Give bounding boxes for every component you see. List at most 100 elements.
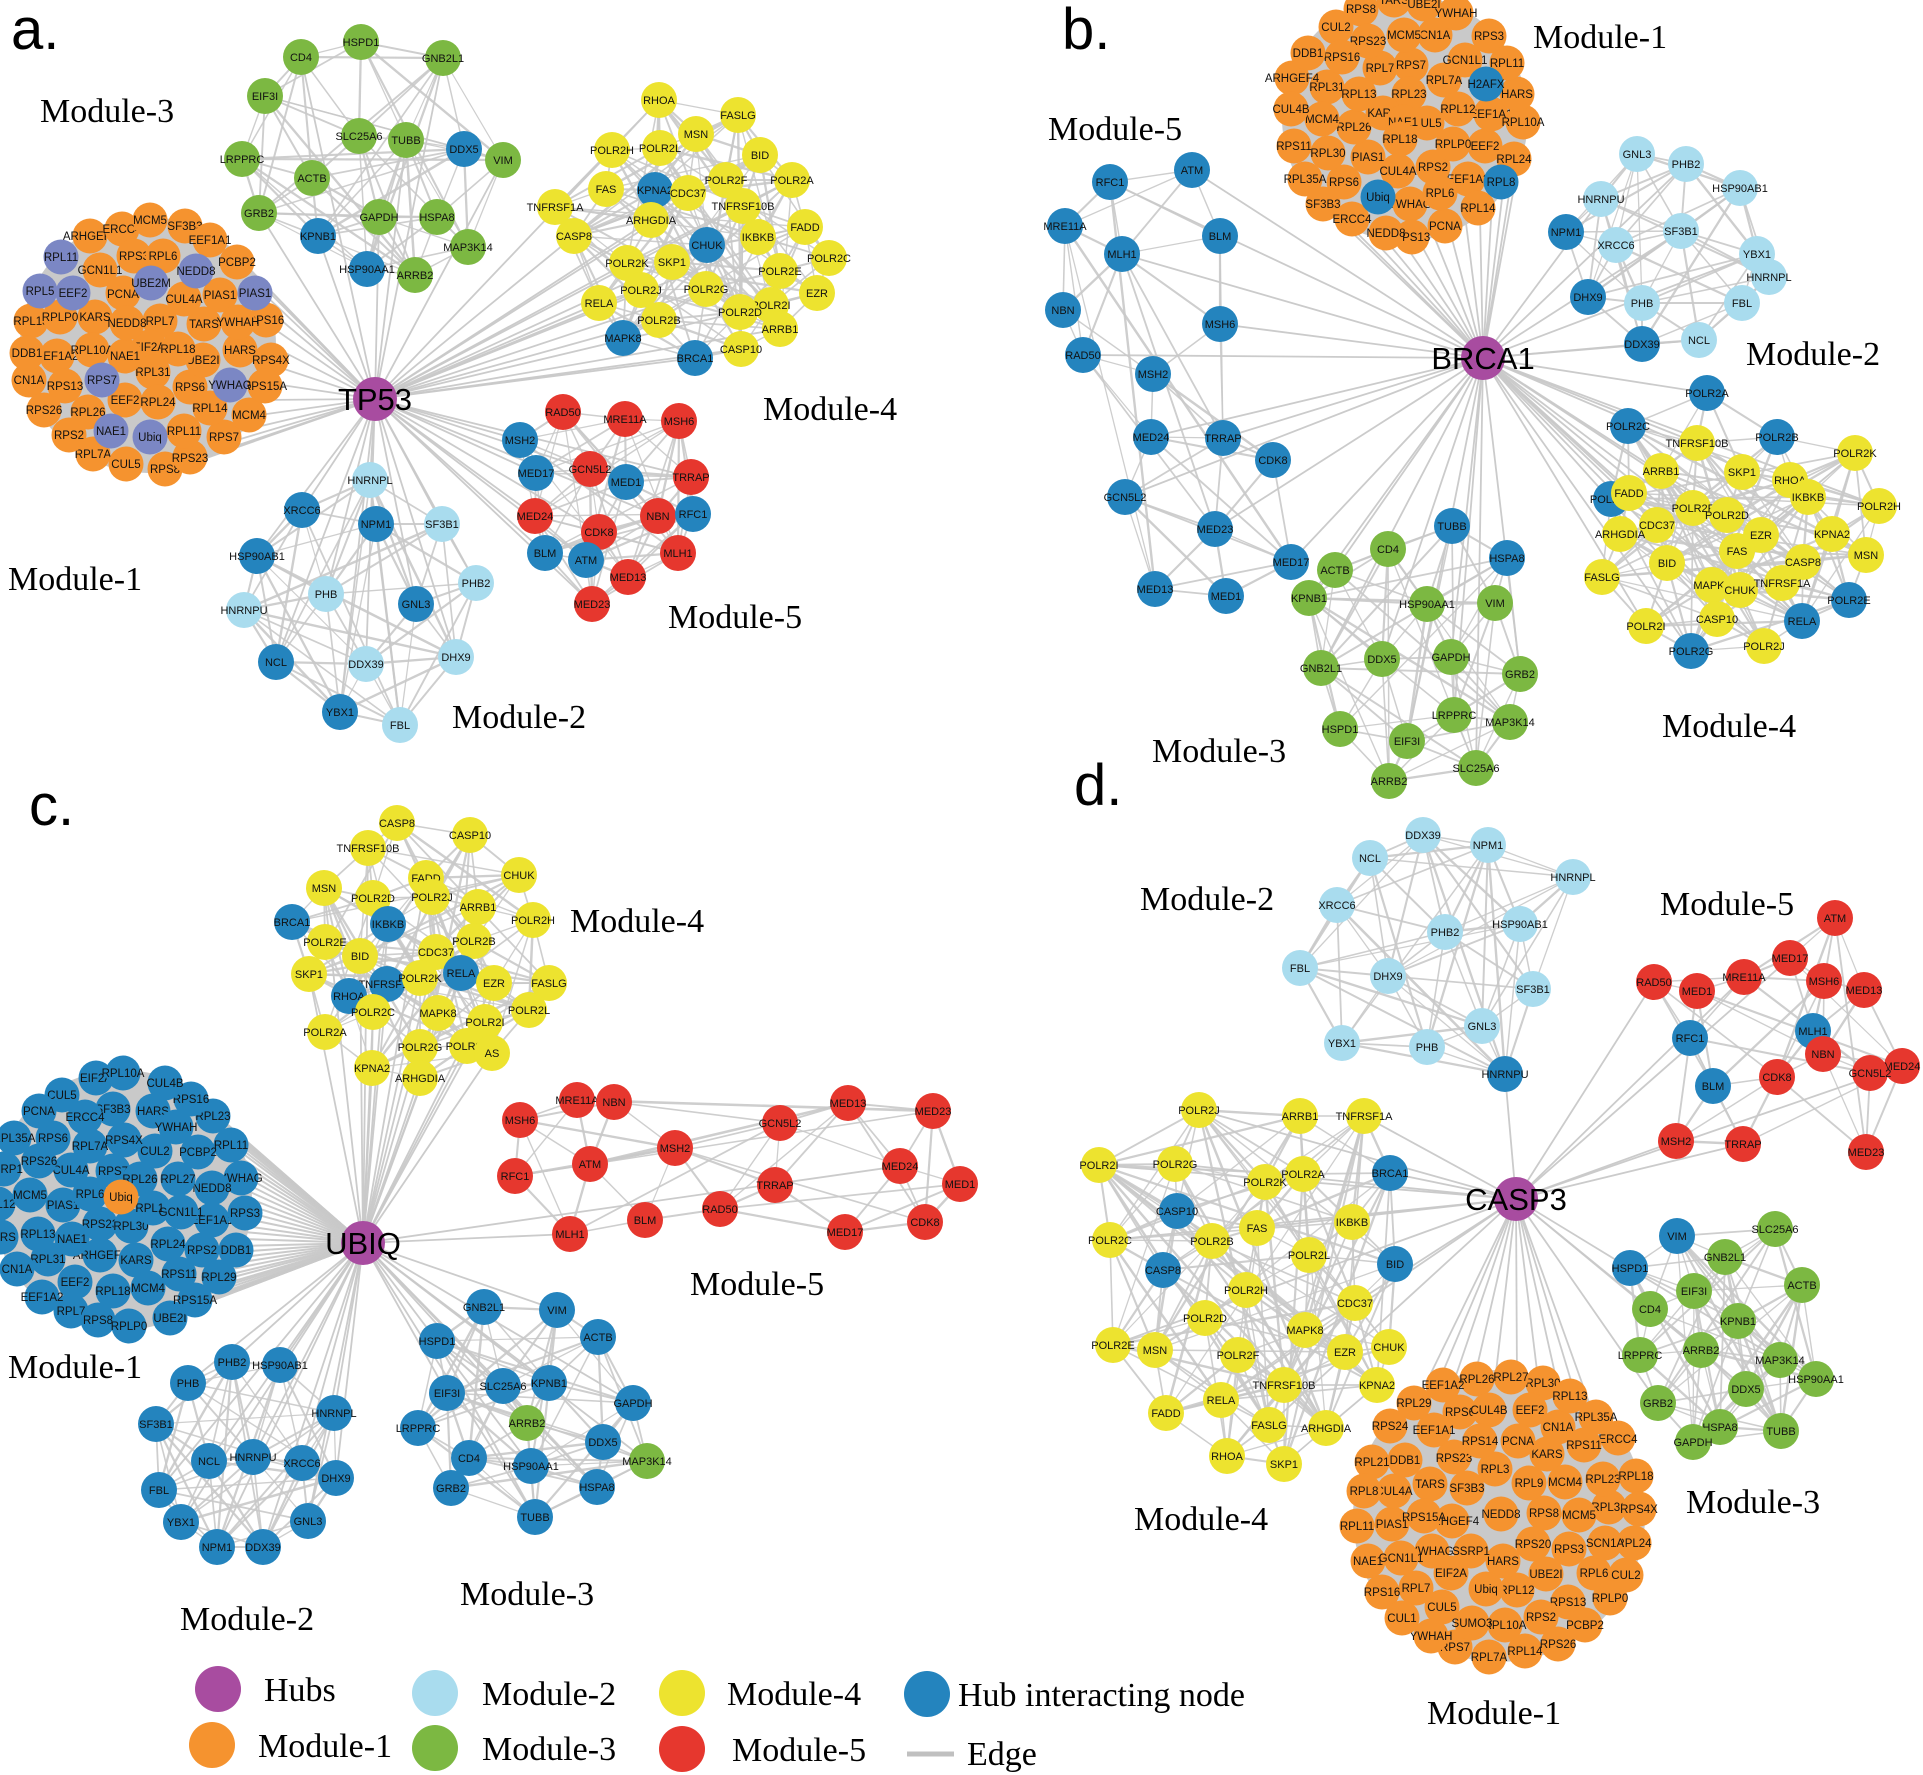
svg-text:CHUK: CHUK — [503, 870, 535, 882]
svg-text:POLR2A: POLR2A — [1685, 388, 1729, 400]
svg-text:Module-2: Module-2 — [1746, 336, 1880, 373]
svg-text:CN1A: CN1A — [14, 375, 45, 387]
svg-text:ACTB: ACTB — [297, 173, 326, 185]
svg-text:RPL6: RPL6 — [76, 1189, 105, 1201]
svg-text:EZR: EZR — [1334, 1347, 1356, 1359]
svg-text:RPL14: RPL14 — [192, 403, 228, 415]
svg-text:CHUK: CHUK — [1373, 1342, 1405, 1354]
svg-text:EEF1A2: EEF1A2 — [21, 1292, 64, 1304]
svg-text:RPL13: RPL13 — [20, 1229, 55, 1241]
svg-text:NPM1: NPM1 — [202, 1542, 233, 1554]
svg-text:POLR2A: POLR2A — [770, 175, 814, 187]
svg-text:RPL12: RPL12 — [1499, 1585, 1534, 1597]
svg-text:POLR2D: POLR2D — [718, 307, 762, 319]
svg-text:RELA: RELA — [585, 298, 614, 310]
svg-text:RPL23: RPL23 — [195, 1111, 230, 1123]
svg-text:NEDD8: NEDD8 — [1482, 1509, 1521, 1521]
svg-text:RPL7: RPL7 — [1366, 63, 1395, 75]
svg-text:RPL14: RPL14 — [1507, 1646, 1543, 1658]
svg-text:TNFRSF1A: TNFRSF1A — [1336, 1111, 1394, 1123]
svg-text:Module-1: Module-1 — [8, 561, 142, 598]
svg-text:EEF1A1: EEF1A1 — [189, 235, 232, 247]
svg-text:MSN: MSN — [1143, 1345, 1168, 1357]
svg-text:BRCA1: BRCA1 — [1372, 1168, 1409, 1180]
svg-text:HSPA8: HSPA8 — [1702, 1422, 1737, 1434]
svg-text:MRE11A: MRE11A — [1043, 221, 1087, 233]
svg-text:RPS4X: RPS4X — [252, 355, 290, 367]
svg-text:POLR2C: POLR2C — [1088, 1235, 1132, 1247]
svg-text:NEDD8: NEDD8 — [1367, 228, 1406, 240]
svg-text:RPS2: RPS2 — [54, 430, 84, 442]
svg-text:MED17: MED17 — [827, 1227, 864, 1239]
svg-text:HSPD1: HSPD1 — [419, 1336, 456, 1348]
svg-text:MAPK8: MAPK8 — [1693, 580, 1730, 592]
svg-text:RPS2: RPS2 — [1418, 162, 1448, 174]
svg-text:Module-2: Module-2 — [1140, 881, 1274, 918]
svg-text:DDX39: DDX39 — [1405, 830, 1440, 842]
svg-text:MAPK8: MAPK8 — [1286, 1325, 1323, 1337]
svg-text:RAD50: RAD50 — [1636, 977, 1671, 989]
svg-text:MSH6: MSH6 — [1809, 976, 1840, 988]
svg-text:DHX9: DHX9 — [321, 1473, 350, 1485]
svg-text:NBN: NBN — [646, 511, 669, 523]
svg-text:BLM: BLM — [1209, 231, 1232, 243]
svg-text:GAPDH: GAPDH — [1431, 652, 1470, 664]
svg-text:BID: BID — [1386, 1259, 1404, 1271]
svg-text:MED23: MED23 — [574, 599, 611, 611]
svg-text:SF3B1: SF3B1 — [1516, 984, 1550, 996]
svg-text:RPL11: RPL11 — [214, 1140, 248, 1152]
svg-text:RPS16: RPS16 — [1324, 52, 1360, 64]
svg-text:RPS4X: RPS4X — [105, 1135, 143, 1147]
svg-text:PHB2: PHB2 — [462, 578, 491, 590]
svg-text:CUL2: CUL2 — [1611, 1570, 1640, 1582]
svg-text:BRCA1: BRCA1 — [677, 353, 714, 365]
svg-text:CUL5: CUL5 — [47, 1090, 76, 1102]
svg-text:DDB1: DDB1 — [12, 348, 43, 360]
svg-text:RPS23: RPS23 — [1350, 36, 1386, 48]
svg-text:FAS: FAS — [1727, 546, 1748, 558]
svg-text:HSP90AB1: HSP90AB1 — [1712, 183, 1768, 195]
svg-text:Module-2: Module-2 — [452, 699, 586, 736]
svg-text:SKP1: SKP1 — [1728, 467, 1756, 479]
svg-text:POLR2H: POLR2H — [590, 145, 634, 157]
svg-text:GCN5L2: GCN5L2 — [759, 1118, 802, 1130]
svg-text:RPL7: RPL7 — [146, 316, 175, 328]
svg-text:MED13: MED13 — [1137, 584, 1174, 596]
svg-text:ARHGEF4: ARHGEF4 — [1265, 73, 1320, 85]
svg-text:RHOA: RHOA — [1211, 1451, 1243, 1463]
svg-text:AS: AS — [485, 1048, 500, 1060]
svg-text:HSPA8: HSPA8 — [579, 1482, 614, 1494]
svg-text:EZR: EZR — [806, 288, 828, 300]
svg-text:HNRNPU: HNRNPU — [1481, 1069, 1528, 1081]
svg-text:NCL: NCL — [1359, 853, 1381, 865]
svg-text:CDK8: CDK8 — [1762, 1072, 1791, 1084]
svg-text:MAP3K14: MAP3K14 — [1755, 1355, 1805, 1367]
svg-text:RPL11: RPL11 — [1340, 1521, 1374, 1533]
svg-text:POLR2L: POLR2L — [639, 143, 681, 155]
svg-text:DDX5: DDX5 — [588, 1437, 617, 1449]
svg-text:TNFRSF1A: TNFRSF1A — [527, 202, 585, 214]
svg-text:MED24: MED24 — [517, 511, 554, 523]
svg-text:RPL7A: RPL7A — [1426, 75, 1463, 87]
svg-text:BLM: BLM — [534, 548, 557, 560]
svg-text:RFC1: RFC1 — [1096, 177, 1125, 189]
svg-text:Module-3: Module-3 — [482, 1731, 616, 1768]
svg-text:EZR: EZR — [483, 978, 505, 990]
svg-text:RFC1: RFC1 — [501, 1171, 530, 1183]
svg-text:CUL4B: CUL4B — [1470, 1405, 1507, 1417]
svg-text:HSP90AB1: HSP90AB1 — [1492, 919, 1548, 931]
svg-text:UBIQ: UBIQ — [325, 1226, 401, 1261]
svg-text:KPNB1: KPNB1 — [1720, 1316, 1756, 1328]
svg-text:RPL18: RPL18 — [1618, 1471, 1653, 1483]
svg-text:RPL30: RPL30 — [113, 1221, 148, 1233]
svg-text:MRE11A: MRE11A — [603, 414, 647, 426]
svg-text:RPL27: RPL27 — [1493, 1372, 1528, 1384]
svg-text:GRB2: GRB2 — [436, 1483, 466, 1495]
svg-text:RPS8: RPS8 — [83, 1315, 113, 1327]
svg-text:RPS7: RPS7 — [87, 375, 117, 387]
svg-text:NPM1: NPM1 — [361, 519, 392, 531]
svg-text:MLH1: MLH1 — [555, 1229, 584, 1241]
svg-text:RPL24: RPL24 — [150, 1239, 186, 1251]
svg-text:EEF1A1: EEF1A1 — [1413, 1425, 1456, 1437]
svg-text:MED17: MED17 — [1772, 953, 1809, 965]
